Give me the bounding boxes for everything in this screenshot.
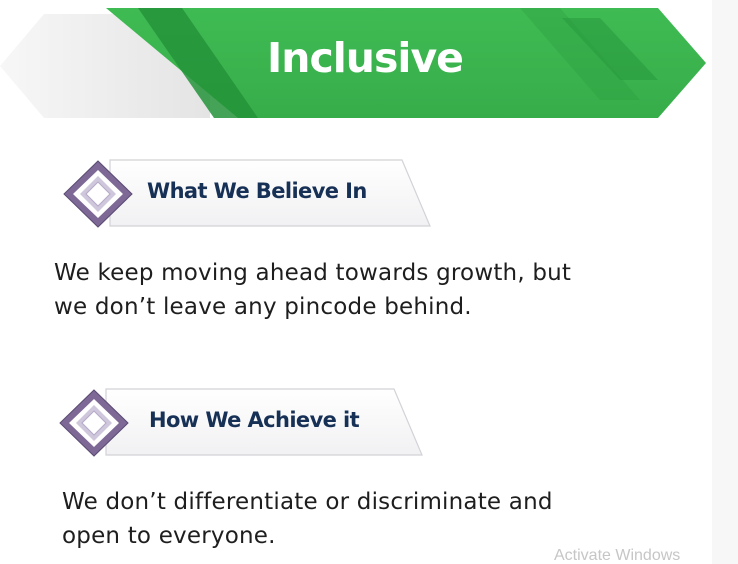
banner-arrow-shape bbox=[0, 8, 706, 118]
section-body: We don’t differentiate or discriminate a… bbox=[62, 485, 553, 553]
section-body: We keep moving ahead towards growth, but… bbox=[54, 256, 571, 324]
section-heading-tag: How We Achieve it bbox=[58, 387, 430, 459]
diamond-icon bbox=[59, 389, 129, 457]
section-heading-tag: What We Believe In bbox=[62, 158, 434, 230]
body-line: We keep moving ahead towards growth, but bbox=[54, 260, 572, 286]
banner-title: Inclusive bbox=[267, 34, 464, 82]
body-line: we don’t leave any pincode behind. bbox=[54, 294, 472, 320]
section-heading: What We Believe In bbox=[147, 179, 367, 203]
body-line: We don’t differentiate or discriminate a… bbox=[62, 489, 553, 515]
scrollbar-track[interactable] bbox=[712, 0, 738, 564]
section-heading: How We Achieve it bbox=[149, 408, 360, 432]
activate-windows-watermark: Activate Windows bbox=[554, 547, 681, 564]
diamond-icon bbox=[63, 160, 133, 228]
body-line: open to everyone. bbox=[62, 523, 276, 549]
title-banner: Inclusive bbox=[0, 0, 712, 129]
